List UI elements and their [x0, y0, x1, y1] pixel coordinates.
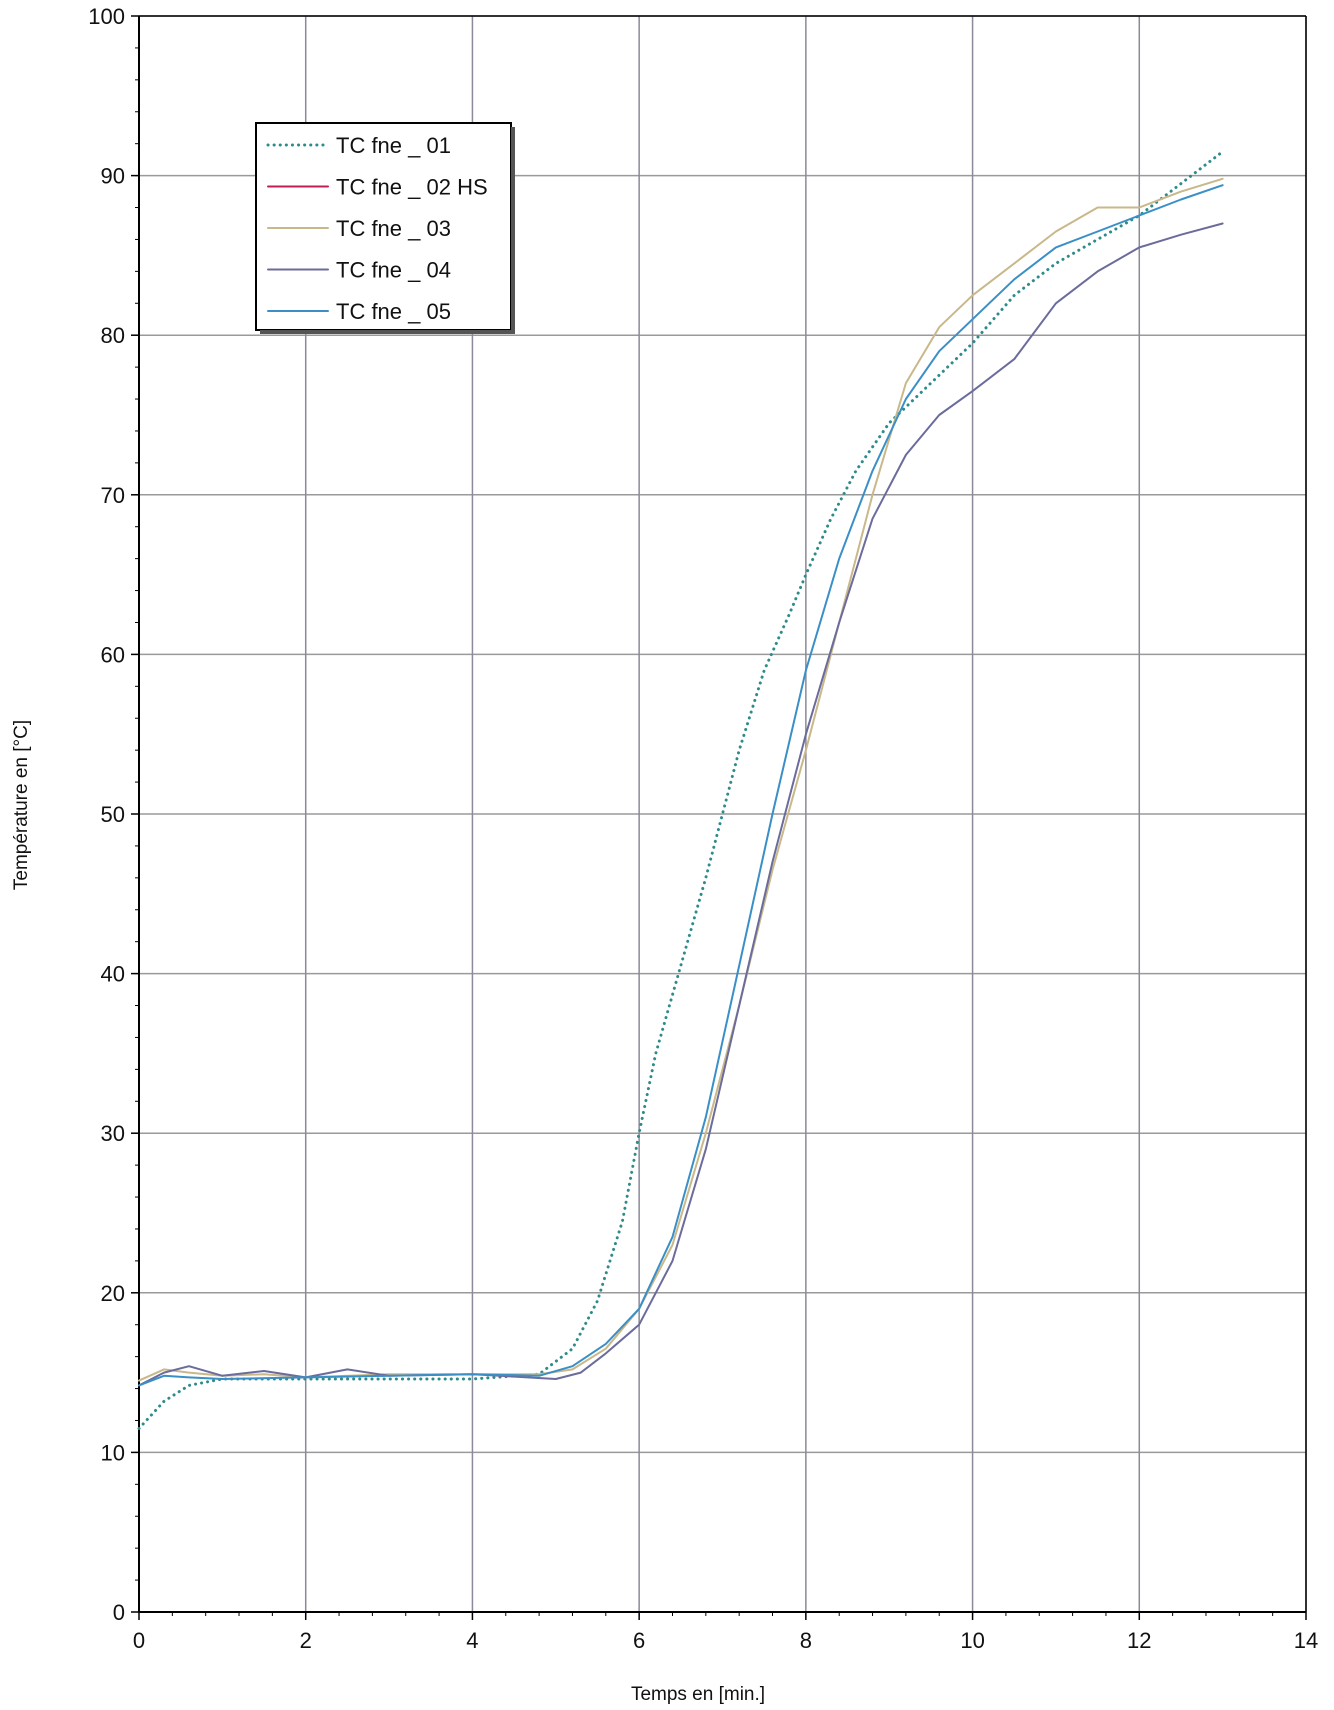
legend-box — [255, 122, 512, 331]
y-tick-label: 40 — [101, 962, 125, 987]
series-line-1 — [137, 150, 1225, 1430]
x-tick-label: 0 — [133, 1628, 145, 1653]
y-tick-label: 10 — [101, 1440, 125, 1465]
series-line-4 — [138, 222, 1224, 1387]
y-tick-label: 90 — [101, 164, 125, 189]
x-tick-label: 4 — [466, 1628, 478, 1653]
x-tick-label: 6 — [633, 1628, 645, 1653]
y-tick-label: 0 — [113, 1600, 125, 1625]
legend-box-shadow-bottom — [260, 330, 515, 334]
y-tick-label: 60 — [101, 642, 125, 667]
tick-labels: 0 10 20 30 40 50 60 70 80 90 100 0 2 4 6 8 10 12 14 — [88, 4, 1318, 1653]
legend-label-2: TC fne _ 02 HS — [336, 175, 488, 200]
series-lines — [137, 150, 1225, 1430]
y-tick-label: 50 — [101, 802, 125, 827]
y-tick-label: 30 — [101, 1121, 125, 1146]
x-tick-label: 10 — [960, 1628, 984, 1653]
series-line-3 — [138, 177, 1224, 1382]
x-tick-label: 12 — [1127, 1628, 1151, 1653]
legend-label-4: TC fne _ 04 — [336, 258, 451, 283]
y-tick-label: 70 — [101, 483, 125, 508]
legend-label-5: TC fne _ 05 — [336, 299, 451, 324]
legend-box-shadow — [511, 127, 515, 334]
x-tick-label: 2 — [300, 1628, 312, 1653]
y-tick-label: 100 — [88, 4, 125, 29]
legend: TC fne _ 01 TC fne _ 02 HS TC fne _ 03 TC f… — [255, 122, 515, 334]
y-axis-title: Température en [°C] — [11, 720, 32, 890]
y-tick-label: 80 — [101, 323, 125, 348]
series-line-5 — [138, 184, 1224, 1387]
x-tick-label: 8 — [800, 1628, 812, 1653]
legend-label-1: TC fne _ 01 — [336, 133, 451, 158]
y-tick-label: 20 — [101, 1281, 125, 1306]
axes — [131, 15, 1307, 1620]
legend-label-3: TC fne _ 03 — [336, 216, 451, 241]
x-axis-title: Temps en [min.] — [631, 1684, 765, 1705]
x-tick-label: 14 — [1294, 1628, 1318, 1653]
